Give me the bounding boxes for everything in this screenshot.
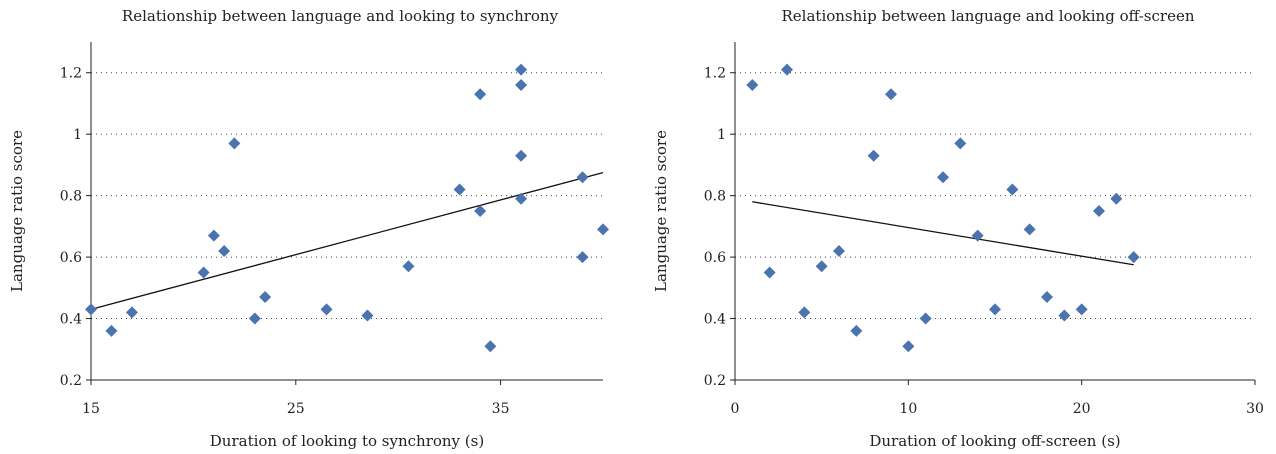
data-point (1110, 192, 1123, 205)
data-point (989, 303, 1001, 316)
data-point (125, 306, 138, 319)
data-point (763, 266, 776, 279)
data-point (833, 244, 845, 257)
trend-line (752, 201, 1134, 266)
data-point (1023, 223, 1036, 236)
data-point (971, 229, 984, 242)
data-point (515, 63, 528, 76)
data-point (1093, 205, 1105, 217)
chart-off-screen: Relationship between language and lookin… (652, 7, 1264, 450)
data-point (1058, 309, 1071, 322)
data-point (1006, 183, 1019, 196)
data-point (259, 291, 272, 304)
y-tick-label: 1 (717, 127, 726, 143)
y-tick-label: 0.2 (704, 373, 726, 389)
y-tick-label: 0.6 (60, 250, 82, 266)
y-tick-label: 0.8 (704, 189, 726, 205)
data-point (474, 88, 487, 101)
data-point (1041, 291, 1053, 304)
x-tick-label: 15 (82, 401, 100, 417)
data-point (1127, 251, 1140, 264)
data-point (781, 63, 793, 76)
data-point (919, 312, 932, 325)
y-axis-label: Language ratio score (652, 130, 670, 292)
data-point (484, 340, 497, 353)
x-tick-label: 30 (1246, 401, 1264, 417)
data-point (515, 149, 528, 162)
data-point (453, 183, 466, 196)
data-point (597, 223, 609, 236)
y-tick-label: 1.2 (60, 66, 82, 82)
data-point (207, 229, 220, 242)
data-point (85, 303, 97, 316)
data-point (515, 79, 528, 92)
x-tick-label: 0 (731, 401, 740, 417)
data-point (937, 171, 949, 184)
data-point (576, 171, 589, 184)
y-tick-label: 1.2 (704, 66, 726, 82)
x-axis-label: Duration of looking to synchrony (s) (210, 432, 484, 450)
data-point (402, 260, 415, 273)
data-point (228, 137, 241, 150)
x-tick-label: 35 (492, 401, 510, 417)
y-tick-label: 0.8 (60, 189, 82, 205)
data-point (746, 79, 759, 92)
data-point (902, 340, 915, 353)
data-point (105, 324, 118, 337)
data-point (197, 266, 210, 279)
data-point (850, 324, 863, 337)
data-point (361, 309, 374, 322)
x-axis-label: Duration of looking off-screen (s) (869, 432, 1120, 450)
data-point (474, 205, 487, 217)
y-tick-label: 0.6 (704, 250, 726, 266)
y-tick-label: 1 (73, 127, 82, 143)
y-axis-label: Language ratio score (8, 130, 26, 292)
data-point (1075, 303, 1088, 316)
x-tick-label: 10 (899, 401, 917, 417)
data-point (320, 303, 333, 316)
y-tick-label: 0.4 (60, 312, 82, 328)
y-tick-label: 0.2 (60, 373, 82, 389)
trend-line (90, 171, 604, 310)
data-point (867, 149, 880, 162)
x-tick-label: 20 (1073, 401, 1091, 417)
data-point (954, 137, 967, 150)
data-point (815, 260, 828, 273)
data-point (798, 306, 811, 319)
data-point (885, 88, 897, 101)
x-tick-label: 25 (287, 401, 305, 417)
data-point (218, 244, 231, 257)
chart-synchrony: Relationship between language and lookin… (8, 7, 609, 450)
chart-title: Relationship between language and lookin… (122, 7, 559, 25)
data-point (576, 251, 589, 264)
data-point (515, 192, 528, 205)
y-tick-label: 0.4 (704, 312, 726, 328)
data-point (248, 312, 261, 325)
chart-title: Relationship between language and lookin… (782, 7, 1195, 25)
